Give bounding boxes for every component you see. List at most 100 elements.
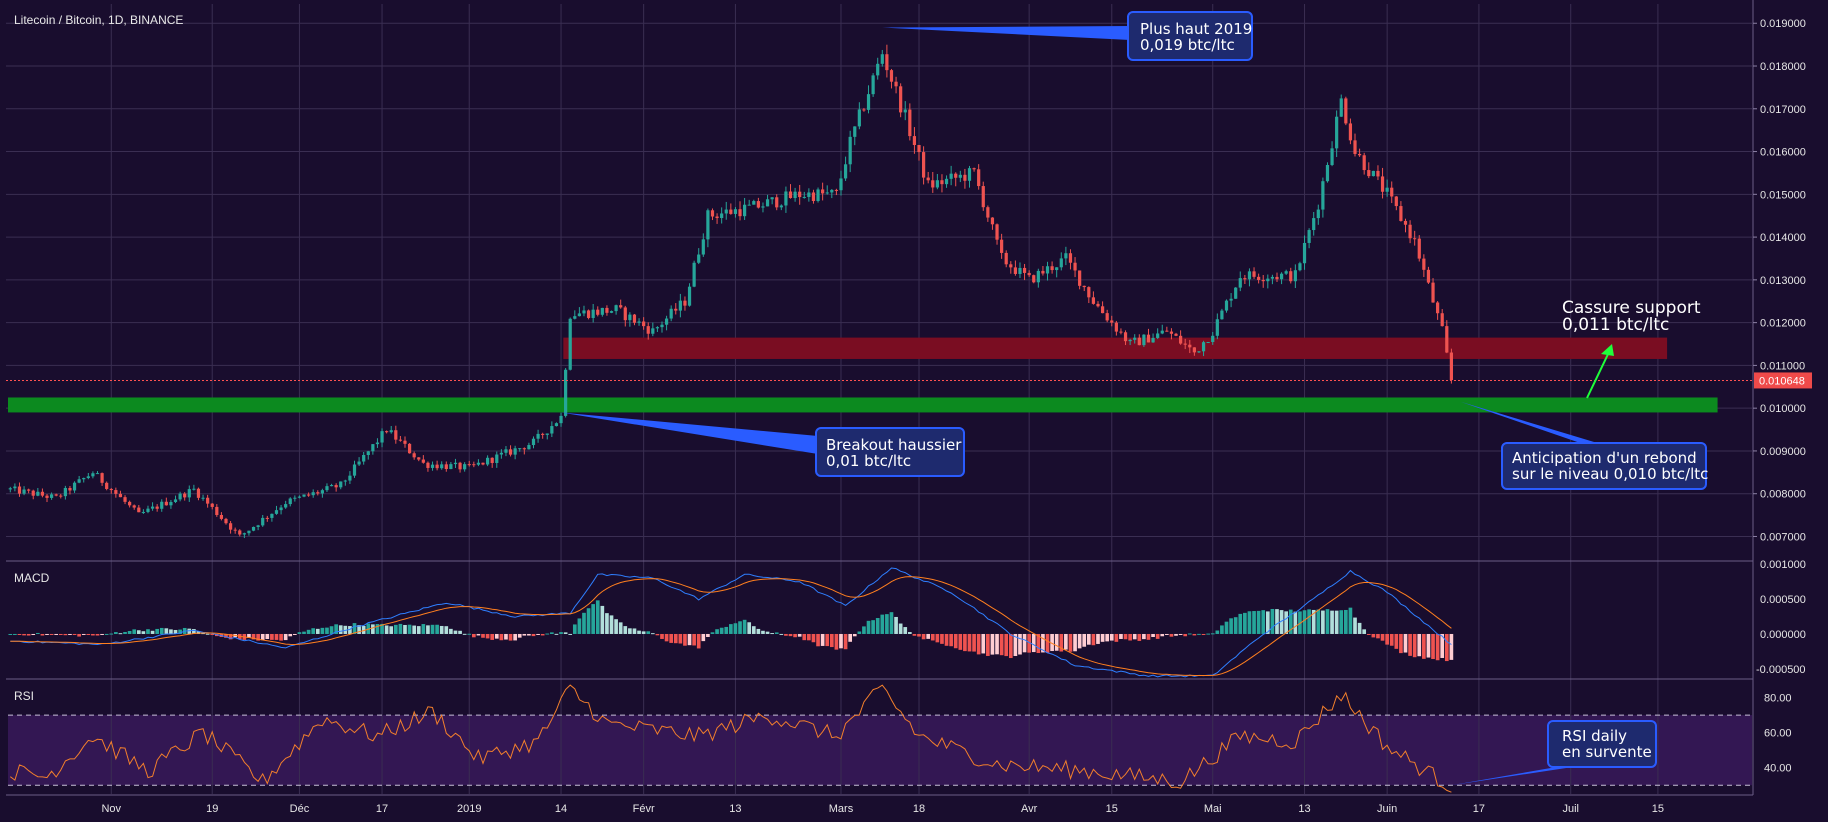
candle-body [729,209,733,214]
candle-body [178,493,182,500]
macd-histogram-bar [1109,633,1114,641]
time-tick-label: Avr [1021,803,1038,815]
macd-histogram-bar [1082,633,1087,647]
candle-body [1009,264,1013,268]
candle-body [1440,313,1444,327]
candle-body [609,311,614,313]
macd-histogram-bar [265,633,270,639]
macd-histogram-bar [1077,633,1082,649]
candle-body [931,180,935,188]
macd-histogram [8,600,1454,662]
candle-body [472,464,476,466]
candle-body [798,191,802,198]
macd-histogram-bar [389,626,394,634]
annotation-rsi[interactable]: RSI daily en survente [1451,720,1657,786]
macd-histogram-bar [536,633,540,635]
candle-body [1151,337,1155,343]
annotation-line-1: Plus haut 2019 [1140,20,1252,38]
price-tick-label: 0.019000 [1760,18,1806,30]
candle-body [559,415,563,424]
macd-histogram-bar [917,633,921,637]
macd-histogram-bar [871,620,875,634]
candle-body [228,523,233,530]
candle-body [522,448,526,450]
macd-histogram-bar [1440,633,1445,658]
macd-histogram-bar [393,624,398,634]
candle-body [398,439,403,441]
candle-body [710,210,715,217]
macd-histogram-bar [86,633,91,635]
candle-body [554,423,559,427]
annotation-line-1: Cassure support [1562,298,1701,318]
candle-body [1275,276,1279,280]
macd-histogram-bar [1054,633,1059,651]
candle-body [706,210,710,240]
macd-histogram-bar [779,633,784,635]
macd-histogram-bar [825,633,830,647]
annotation-plus-haut[interactable]: Plus haut 2019 0,019 btc/ltc [882,11,1253,61]
candle-body [27,489,31,491]
candle-body [288,498,292,505]
annotation-breakout[interactable]: Breakout haussier 0,01 btc/ltc [561,412,965,477]
time-tick-label: 13 [729,803,741,815]
macd-histogram-bar [513,633,517,641]
macd-tick-label: 0.000500 [1760,594,1806,606]
candle-body [137,507,141,513]
macd-histogram-bar [1298,611,1302,634]
macd-histogram-bar [793,633,797,638]
time-tick-label: Déc [290,803,310,815]
macd-histogram-bar [315,628,320,634]
macd-histogram-bar [1247,611,1252,634]
macd-histogram-bar [1105,633,1110,642]
macd-histogram-bar [453,630,458,634]
candle-body [1325,164,1330,182]
macd-histogram-bar [123,632,127,634]
macd-histogram-bar [1169,633,1174,637]
candle-body [674,308,678,311]
candle-body [1371,170,1375,177]
macd-histogram-bar [54,633,59,635]
macd-histogram-bar [834,633,839,650]
macd-histogram-bar [1064,633,1068,650]
macd-histogram-bar [765,631,770,634]
candle-body [352,464,357,476]
macd-histogram-bar [774,632,779,634]
candle-body [233,529,237,531]
candle-body [1339,98,1343,117]
candle-body [128,501,132,506]
macd-histogram-bar [104,633,109,635]
candle-body [821,189,825,194]
macd-histogram-bar [58,633,63,635]
macd-histogram-bar [109,633,114,635]
candle-body [1206,342,1210,344]
signal-line [10,576,1452,676]
candle-body [274,510,279,514]
candle-body [1298,263,1302,271]
candle-body [1197,351,1201,353]
annotation-anticipation[interactable]: Anticipation d'un rebond sur le niveau 0… [1460,401,1709,490]
macd-histogram-bar [1403,633,1408,653]
macd-histogram-bar [1417,633,1422,657]
candle-body [1211,335,1215,343]
candle-body [311,492,315,496]
candle-body [885,54,889,71]
macd-histogram-bar [889,612,894,634]
candle-body [1344,98,1348,124]
macd-histogram-bar [1224,621,1229,634]
candle-body [407,443,412,454]
macd-panel-title: MACD [14,571,50,585]
macd-histogram-bar [1201,633,1206,635]
annotation-pointer [882,26,1130,40]
macd-histogram-bar [692,633,696,646]
macd-histogram-bar [178,629,182,634]
candle-body [1022,267,1027,273]
macd-histogram-bar [458,630,462,634]
macd-histogram-bar [751,626,756,634]
last-price-tag [1754,372,1812,389]
time-tick-label: Juil [1562,803,1579,815]
candle-body [1201,342,1206,352]
candle-body [577,313,581,317]
rsi-lines [8,684,1752,793]
candle-body [238,530,242,535]
